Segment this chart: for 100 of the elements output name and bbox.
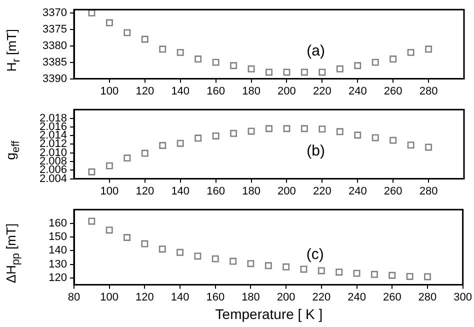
point: [354, 62, 362, 70]
annotation: (b): [306, 142, 325, 160]
x-tick-label: 120: [136, 85, 154, 98]
x-tick-label: 180: [242, 85, 260, 98]
point: [264, 262, 272, 270]
point: [88, 218, 96, 225]
x-tick-label: 120: [136, 291, 154, 304]
annotation: (c): [306, 246, 324, 263]
point: [124, 234, 130, 241]
point: [194, 134, 202, 142]
point: [159, 142, 166, 149]
point: [248, 65, 255, 72]
x-tick-label: 220: [313, 85, 332, 98]
x-tick-label: 180: [242, 185, 260, 198]
point: [407, 142, 414, 149]
x-tick-label: 260: [384, 85, 402, 98]
y-tick-label: 130: [48, 258, 67, 270]
x-tick-label: 260: [382, 291, 402, 304]
point: [407, 48, 414, 56]
x-tick-label: 80: [68, 291, 80, 304]
point: [336, 65, 344, 72]
point: [370, 270, 378, 278]
point: [354, 132, 362, 139]
point: [88, 168, 96, 176]
y-tick-label: 140: [48, 244, 67, 257]
x-tick-label: 100: [100, 185, 119, 198]
x-tick-label: 160: [206, 85, 225, 98]
x-tick-label: 140: [171, 185, 190, 198]
point: [390, 136, 397, 144]
point: [212, 255, 219, 262]
x-tick-label: 300: [454, 291, 472, 304]
point: [176, 248, 184, 256]
point: [230, 62, 238, 70]
point: [318, 126, 326, 133]
point: [88, 10, 96, 16]
x-tick-label: 260: [384, 185, 402, 198]
y-tick-label: 3390: [42, 72, 67, 85]
x-tick-label: 140: [170, 291, 190, 304]
point: [424, 273, 431, 280]
point: [141, 240, 148, 248]
x-tick-label: 120: [136, 185, 154, 198]
point: [336, 128, 344, 136]
x-tick-label: 160: [206, 291, 225, 304]
point: [300, 125, 308, 132]
point: [106, 226, 113, 234]
y-tick-label: 150: [48, 230, 67, 243]
point: [266, 125, 272, 132]
x-tick-label: 100: [100, 85, 119, 98]
point: [390, 56, 397, 63]
annotation: (a): [306, 42, 325, 60]
point: [194, 56, 202, 63]
x-tick-label: 280: [418, 291, 437, 304]
x-tick-label: 200: [276, 291, 296, 304]
point: [300, 266, 308, 273]
x-tick-label: 180: [242, 291, 260, 304]
x-tick-label: 100: [100, 291, 119, 304]
point: [159, 46, 166, 53]
point: [372, 58, 379, 66]
point: [230, 130, 238, 137]
y-tick-label: 3370: [42, 6, 67, 19]
point: [176, 140, 184, 147]
y-tick-label: 3375: [42, 23, 67, 36]
point: [158, 246, 166, 253]
point: [141, 36, 148, 43]
point: [230, 258, 237, 265]
point: [388, 272, 396, 279]
point: [282, 263, 290, 270]
point: [141, 150, 148, 157]
x-tick-label: 220: [312, 291, 331, 304]
point: [283, 68, 290, 76]
point: [300, 68, 308, 76]
x-tick-label: 240: [348, 85, 367, 98]
x-tick-label: 200: [278, 85, 296, 98]
point: [194, 252, 202, 260]
point: [124, 154, 131, 162]
point: [106, 162, 113, 170]
point: [425, 46, 432, 53]
point: [318, 267, 325, 274]
y-tick-label: 160: [48, 217, 67, 230]
point: [266, 68, 272, 76]
x-tick-label: 140: [171, 85, 190, 98]
y-tick-label: 3380: [42, 40, 67, 52]
x-axis-title: Temperature [ K ]: [214, 306, 324, 322]
x-tick-label: 240: [348, 291, 366, 304]
point: [247, 260, 254, 268]
point: [106, 19, 113, 26]
point: [406, 272, 414, 280]
point: [212, 58, 220, 66]
point: [353, 270, 360, 277]
point: [425, 144, 432, 151]
x-tick-label: 220: [313, 185, 332, 198]
y-tick-label: 2.004: [39, 172, 67, 185]
x-tick-label: 160: [206, 185, 225, 198]
x-tick-label: 280: [419, 185, 438, 198]
point: [318, 68, 326, 76]
x-tick-label: 280: [419, 85, 438, 98]
y-tick-label: 3385: [42, 56, 67, 68]
point: [176, 48, 184, 56]
x-tick-label: 200: [278, 185, 296, 198]
x-tick-label: 240: [348, 185, 367, 198]
